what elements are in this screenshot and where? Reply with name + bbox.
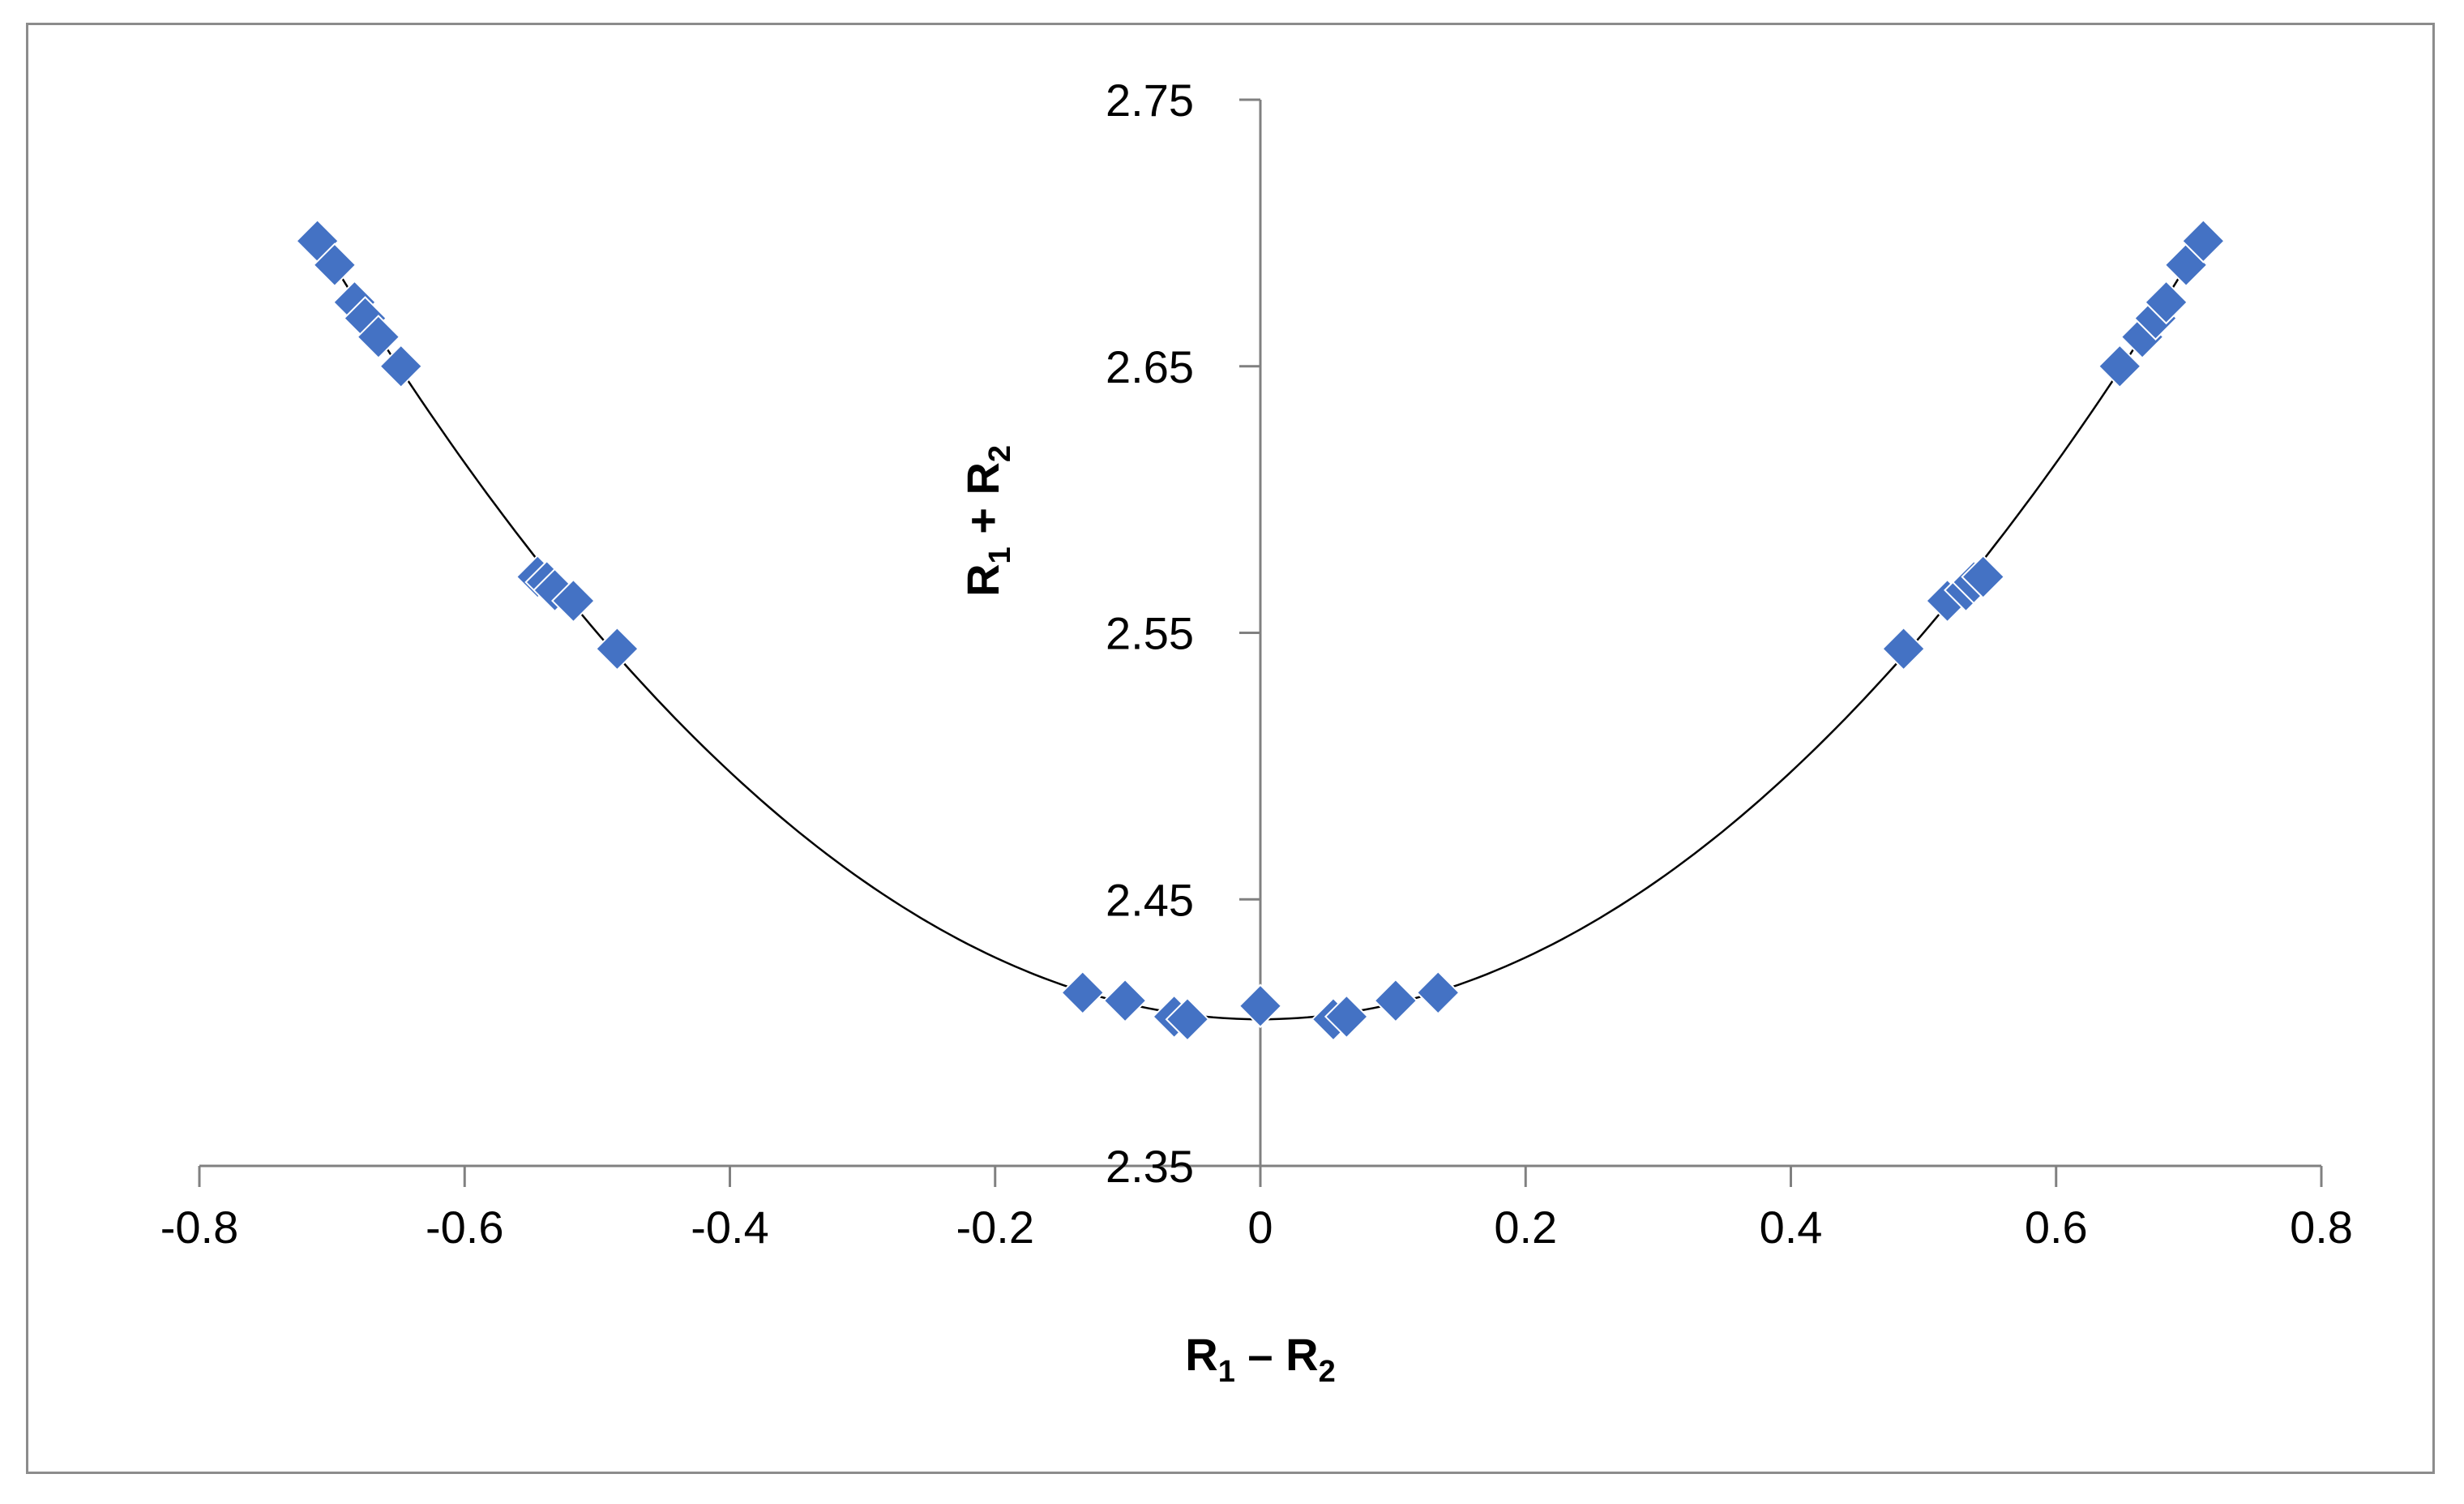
data-point (1165, 996, 1210, 1042)
y-axis-title-part: + R (957, 462, 1008, 546)
x-tick-label: 0.4 (1760, 1202, 1823, 1253)
y-tick-label: 2.35 (1106, 1141, 1194, 1192)
x-tick-label: -0.6 (426, 1202, 504, 1253)
data-point (595, 626, 640, 671)
x-tick-label: -0.4 (691, 1202, 769, 1253)
data-point (2097, 344, 2142, 389)
x-axis-title-subscript: 1 (1218, 1355, 1235, 1389)
x-tick-label: -0.8 (160, 1202, 239, 1253)
data-point (1060, 970, 1106, 1015)
y-tick-label: 2.65 (1106, 341, 1194, 392)
y-axis-title-part: R (957, 563, 1008, 596)
x-tick-label: 0.2 (1494, 1202, 1557, 1253)
chart-area (26, 23, 2435, 1474)
data-point (312, 242, 357, 288)
x-axis-title-part: – R (1235, 1329, 1319, 1380)
data-markers (295, 218, 2226, 1042)
data-point (1373, 978, 1418, 1023)
data-point (1238, 983, 1283, 1029)
y-axis-title-subscript: 1 (983, 546, 1017, 563)
data-point (551, 578, 596, 623)
axes: -0.8 -0.6 -0.4 -0.2 0 0.2 0.4 0.6 0.8 2.35 2.45 2.5… (160, 75, 2353, 1253)
x-axis-title-part: R (1185, 1329, 1217, 1380)
data-point (1881, 626, 1926, 671)
data-point (1102, 978, 1148, 1023)
y-tick-label: 2.75 (1106, 75, 1194, 126)
x-axis-title-subscript: 2 (1319, 1355, 1336, 1389)
data-point (356, 315, 401, 360)
x-tick-label: 0.6 (2025, 1202, 2088, 1253)
data-point (2180, 218, 2226, 264)
y-axis-title: R1 + R2 (957, 445, 1017, 597)
x-axis-title: R1 – R2 (1185, 1329, 1335, 1389)
data-point (1415, 970, 1461, 1015)
x-tick-label: 0 (1247, 1202, 1273, 1253)
data-point (1324, 994, 1369, 1039)
y-axis-title-subscript: 2 (983, 445, 1017, 462)
x-tick-label: -0.2 (956, 1202, 1035, 1253)
y-tick-label: 2.55 (1106, 608, 1194, 659)
data-point (379, 344, 424, 389)
data-point (1961, 555, 2006, 599)
y-tick-label: 2.45 (1106, 874, 1194, 925)
data-point (2144, 280, 2188, 325)
x-tick-label: 0.8 (2290, 1202, 2353, 1253)
